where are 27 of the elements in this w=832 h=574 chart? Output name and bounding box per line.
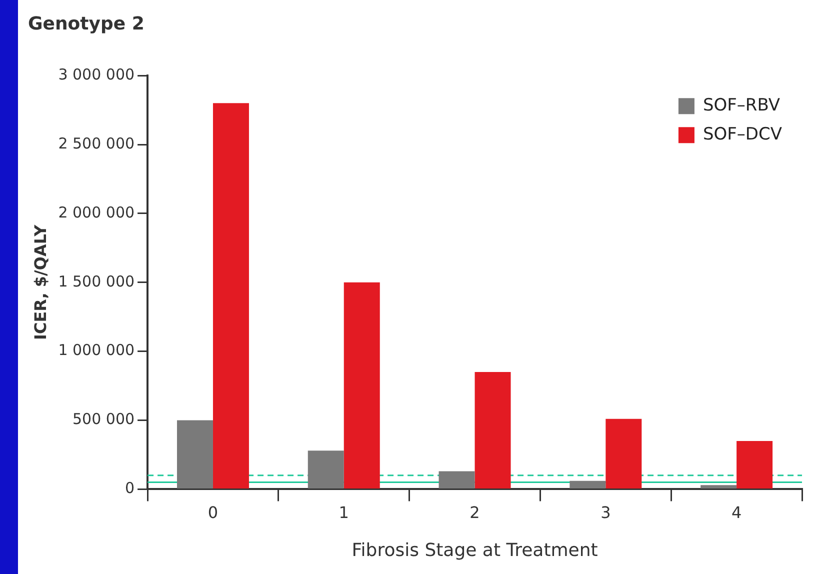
bar bbox=[308, 450, 344, 488]
bar bbox=[176, 420, 213, 488]
chart-title: Genotype 2 bbox=[28, 13, 144, 34]
bar bbox=[700, 485, 737, 488]
bar bbox=[570, 480, 606, 488]
y-tick-label: 2 500 000 bbox=[58, 134, 135, 152]
x-tick-label: 3 bbox=[600, 502, 611, 522]
x-tick-label: 4 bbox=[731, 502, 742, 522]
bar bbox=[736, 440, 773, 488]
bar bbox=[438, 471, 475, 488]
bar bbox=[474, 372, 511, 488]
y-tick-label: 1 000 000 bbox=[58, 341, 135, 360]
legend-label: SOF–DCV bbox=[702, 124, 782, 145]
x-tick-label: 2 bbox=[470, 502, 480, 522]
y-tick-label: 500 000 bbox=[72, 410, 135, 428]
y-tick-label: 3 000 000 bbox=[58, 65, 135, 84]
bar bbox=[606, 418, 642, 488]
bar bbox=[212, 103, 249, 488]
y-tick-label: 1 500 000 bbox=[58, 272, 135, 290]
y-tick-label: 2 000 000 bbox=[58, 203, 135, 222]
x-tick-label: 1 bbox=[338, 502, 349, 522]
bar bbox=[344, 282, 380, 488]
x-tick-label: 0 bbox=[208, 502, 218, 522]
x-axis-title: Fibrosis Stage at Treatment bbox=[352, 540, 598, 561]
y-axis-title: ICER, $/QALY bbox=[30, 224, 50, 340]
legend-label: SOF–RBV bbox=[702, 96, 780, 116]
y-tick-label: 0 bbox=[124, 479, 135, 498]
